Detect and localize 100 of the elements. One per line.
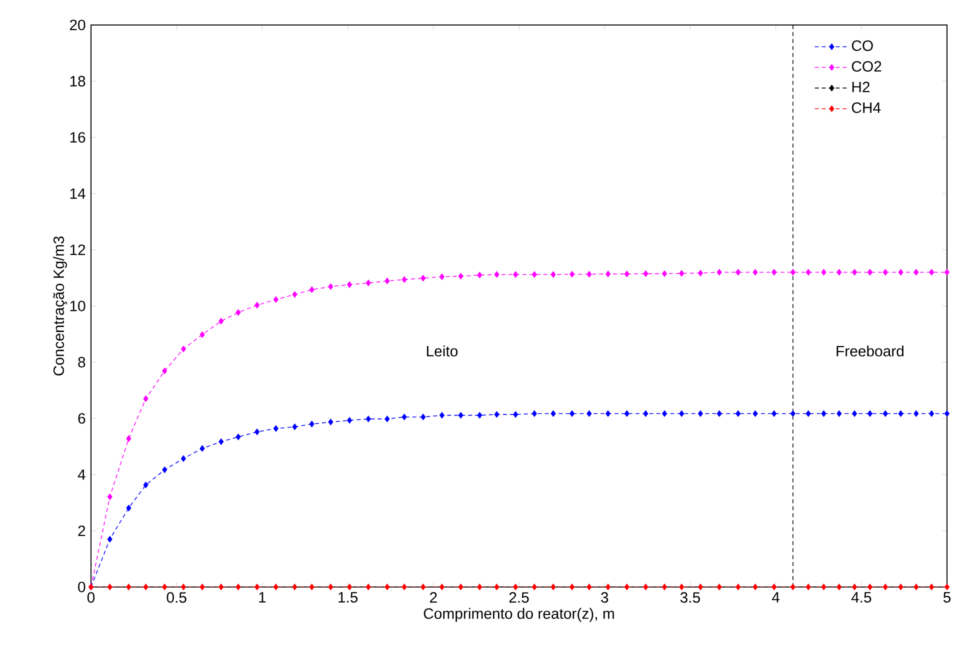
y-tick-label: 0: [78, 582, 86, 592]
point: [532, 410, 537, 417]
point: [273, 296, 278, 303]
point: [477, 272, 482, 278]
legend-label: CH4: [852, 102, 881, 113]
point: [143, 482, 148, 488]
y-tick-label: 20: [70, 20, 86, 30]
point: [458, 273, 464, 280]
point: [420, 584, 426, 590]
point: [716, 584, 722, 590]
point: [914, 269, 919, 276]
point: [772, 584, 777, 590]
point: [898, 584, 904, 590]
point: [882, 410, 888, 417]
point: [586, 584, 592, 590]
point: [532, 271, 537, 278]
point: [126, 584, 132, 590]
annotation: Leito: [426, 345, 458, 356]
point: [790, 584, 796, 590]
x-axis-title: Comprimento do reator(z), m: [424, 608, 614, 622]
point: [752, 584, 758, 590]
point: [624, 584, 630, 590]
point: [477, 584, 482, 590]
point: [679, 584, 684, 590]
point: [513, 584, 518, 590]
point: [384, 416, 390, 422]
point: [570, 271, 575, 278]
point: [494, 411, 500, 418]
point: [624, 410, 630, 417]
point: [402, 584, 407, 590]
point: [309, 286, 314, 293]
point: [606, 410, 611, 417]
point: [914, 584, 919, 590]
point: [458, 584, 464, 590]
point: [162, 584, 168, 590]
point: [218, 584, 224, 590]
point: [107, 494, 112, 500]
point: [662, 584, 668, 590]
point: [494, 271, 500, 278]
point: [852, 269, 858, 276]
point: [200, 584, 205, 590]
point: [679, 270, 684, 277]
point: [236, 434, 241, 440]
legend-label: CO: [852, 40, 873, 51]
point: [532, 584, 537, 590]
point: [550, 584, 556, 590]
x-tick-label: 2.5: [509, 592, 529, 603]
point: [643, 584, 648, 590]
x-tick-label: 2: [430, 592, 437, 603]
point: [821, 584, 826, 590]
point: [328, 584, 334, 590]
point: [790, 410, 796, 417]
point: [143, 584, 148, 590]
point: [162, 368, 168, 374]
point: [143, 396, 148, 402]
point: [772, 410, 777, 417]
point: [867, 269, 872, 276]
point: [790, 269, 796, 276]
point: [698, 410, 703, 417]
point: [328, 418, 334, 426]
x-tick-label: 3: [601, 592, 608, 603]
point: [218, 438, 224, 445]
point: [836, 269, 842, 276]
point: [292, 424, 298, 430]
point: [606, 270, 611, 278]
point: [180, 346, 186, 352]
point: [273, 425, 278, 432]
x-tick-label: 1.5: [338, 592, 358, 603]
point: [752, 410, 758, 417]
y-tick-label: 14: [70, 188, 86, 199]
point: [606, 584, 611, 590]
y-tick-label: 18: [70, 76, 86, 86]
point: [347, 417, 352, 424]
point: [852, 584, 858, 590]
point: [254, 302, 260, 308]
point: [347, 281, 352, 288]
point: [716, 269, 722, 276]
x-tick-label: 0: [87, 592, 95, 603]
y-tick-label: 2: [78, 526, 86, 536]
point: [328, 283, 334, 290]
point: [254, 584, 260, 590]
point: [624, 270, 630, 278]
y-tick-label: 10: [70, 300, 86, 312]
point: [867, 584, 872, 590]
y-tick-label: 4: [78, 469, 86, 480]
point: [716, 410, 722, 417]
point: [180, 584, 186, 590]
point: [513, 271, 518, 278]
point: [806, 410, 811, 417]
point: [347, 584, 352, 590]
point: [236, 309, 241, 316]
x-tick-label: 4.5: [851, 592, 872, 603]
y-tick-label: 8: [78, 356, 86, 368]
point: [570, 410, 575, 417]
point: [309, 420, 314, 428]
point: [200, 445, 205, 452]
x-tick-label: 1: [259, 592, 266, 602]
point: [882, 584, 888, 590]
point: [882, 269, 888, 276]
point: [309, 584, 314, 590]
